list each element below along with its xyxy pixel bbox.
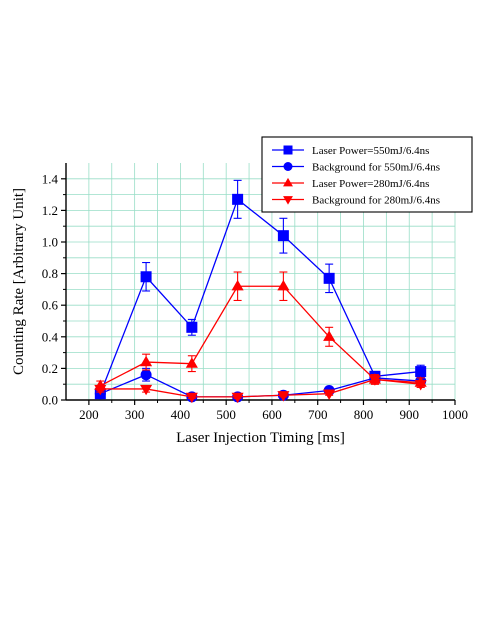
- data-point: [231, 279, 244, 291]
- y-axis-title: Counting Rate [Arbitrary Unit]: [11, 188, 27, 375]
- data-point: [186, 321, 198, 333]
- x-tick-label: 500: [216, 407, 236, 422]
- legend-label: Laser Power=550mJ/6.4ns: [312, 145, 429, 157]
- legend: Laser Power=550mJ/6.4ns Background for 55…: [261, 136, 473, 213]
- data-point: [368, 375, 381, 386]
- legend-entry: Background for 280mJ/6.4ns: [272, 195, 440, 207]
- data-point: [94, 384, 107, 396]
- legend-marker: [283, 162, 293, 171]
- data-point: [277, 279, 290, 291]
- data-point: [140, 384, 153, 396]
- data-point: [140, 355, 153, 367]
- y-tick-label: 0.6: [42, 298, 59, 313]
- data-point: [415, 366, 427, 378]
- series-line: [100, 378, 421, 398]
- data-point: [323, 330, 336, 341]
- x-tick-label: 900: [399, 407, 419, 422]
- x-tick-label: 600: [262, 407, 282, 422]
- x-tick-label: 1000: [442, 407, 468, 422]
- data-point: [323, 389, 336, 401]
- data-point: [232, 193, 244, 205]
- x-tick-label: 800: [354, 407, 374, 422]
- y-tick-label: 0.4: [42, 329, 59, 344]
- y-tick-label: 0.0: [42, 393, 58, 408]
- series-4: [94, 374, 427, 404]
- y-tick-label: 0.8: [42, 266, 58, 281]
- data-point: [140, 369, 152, 381]
- legend-label: Background for 280mJ/6.4ns: [312, 195, 440, 207]
- x-tick-label: 700: [308, 407, 328, 422]
- data-point: [185, 392, 198, 404]
- legend-label: Laser Power=280mJ/6.4ns: [312, 178, 429, 190]
- y-tick-label: 0.2: [42, 361, 58, 376]
- y-tick-label: 1.4: [42, 171, 59, 186]
- data-point: [277, 391, 290, 402]
- y-tick-label: 1.0: [42, 235, 58, 250]
- x-tick-label: 200: [79, 407, 99, 422]
- x-axis-title: Laser Injection Timing [ms]: [176, 430, 345, 446]
- data-point: [140, 271, 152, 283]
- tick-labels: 200 300 400 500 600 700 800 900 1000 0.0 0.2 0.4 0.6…: [42, 171, 468, 422]
- legend-marker: [283, 177, 293, 187]
- x-tick-label: 300: [125, 407, 145, 422]
- series-line: [100, 285, 421, 387]
- data-point: [185, 357, 198, 368]
- axes: [61, 163, 456, 405]
- data-point: [414, 380, 427, 391]
- legend-marker: [283, 196, 293, 205]
- series-layer: [94, 179, 427, 404]
- legend-entry: Background for 550mJ/6.4ns: [272, 162, 440, 174]
- data-point: [231, 392, 244, 404]
- x-tick-label: 400: [171, 407, 191, 422]
- legend-entry: Laser Power=280mJ/6.4ns: [272, 177, 429, 190]
- legend-label: Background for 550mJ/6.4ns: [312, 162, 440, 174]
- y-tick-label: 1.2: [42, 203, 58, 218]
- series-line: [99, 198, 421, 394]
- data-point: [277, 230, 289, 242]
- legend-marker: [283, 145, 293, 155]
- data-point: [323, 272, 335, 284]
- legend-entry: Laser Power=550mJ/6.4ns: [272, 145, 429, 157]
